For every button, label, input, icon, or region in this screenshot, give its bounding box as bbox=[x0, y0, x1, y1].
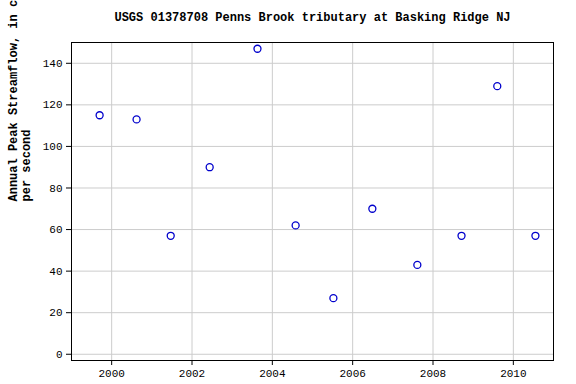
svg-text:140: 140 bbox=[43, 58, 63, 70]
svg-text:40: 40 bbox=[49, 266, 62, 278]
svg-text:120: 120 bbox=[43, 99, 63, 111]
svg-text:100: 100 bbox=[43, 141, 63, 153]
svg-text:0: 0 bbox=[56, 349, 63, 361]
svg-text:80: 80 bbox=[49, 183, 62, 195]
svg-text:2010: 2010 bbox=[500, 368, 526, 380]
svg-text:2004: 2004 bbox=[259, 368, 286, 380]
svg-text:USGS 01378708 Penns Brook trib: USGS 01378708 Penns Brook tributary at B… bbox=[114, 11, 510, 25]
svg-text:20: 20 bbox=[49, 307, 62, 319]
svg-text:2006: 2006 bbox=[339, 368, 365, 380]
svg-text:60: 60 bbox=[49, 224, 62, 236]
svg-text:2000: 2000 bbox=[98, 368, 124, 380]
svg-text:2002: 2002 bbox=[179, 368, 205, 380]
svg-text:2008: 2008 bbox=[420, 368, 446, 380]
svg-text:Annual Peak Streamflow, in cub: Annual Peak Streamflow, in cubic feetper… bbox=[7, 0, 34, 202]
